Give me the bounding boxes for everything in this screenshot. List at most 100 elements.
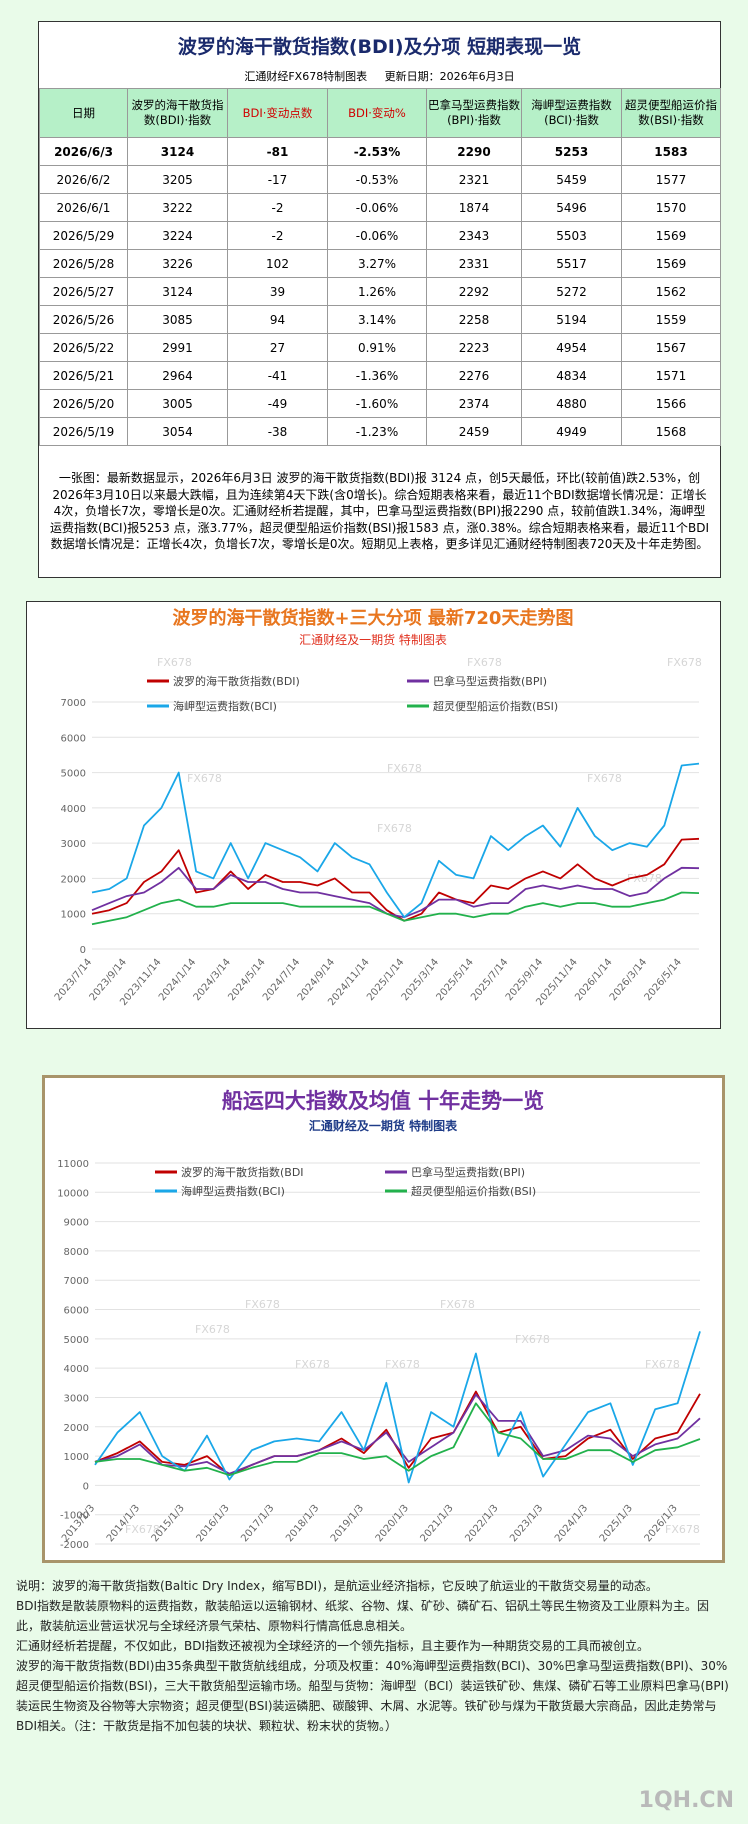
table-cell: -41 [227,361,328,390]
table-cell: 2026/6/3 [39,137,128,166]
y-tick-label: -1000 [60,1511,89,1522]
watermark: FX678 [440,1298,475,1311]
x-tick-label: 2023/1/3 [508,1503,545,1544]
y-tick-label: 10000 [57,1188,89,1199]
y-tick-label: -2000 [60,1540,89,1551]
table-cell: 1562 [621,277,721,306]
watermark: FX678 [295,1358,330,1371]
x-tick-label: 2025/1/3 [598,1503,635,1544]
x-tick-label: 2020/1/3 [374,1503,411,1544]
table-cell: -1.36% [327,361,427,390]
table-cell: 39 [227,277,328,306]
legend-label: 巴拿马型运费指数(BPI) [411,1165,525,1179]
table-row: 2026/6/2 3205 -17 -0.53% 2321 5459 1577 [39,165,721,194]
series-line [94,1393,701,1475]
watermark: FX678 [467,656,502,669]
table-cell: 4880 [521,389,622,418]
table-cell: 2026/5/20 [39,389,128,418]
table-cell: 1577 [621,165,721,194]
table-cell: 2292 [426,277,522,306]
table-cell: 94 [227,305,328,334]
table-row: 2026/5/20 3005 -49 -1.60% 2374 4880 1566 [39,389,721,418]
watermark: FX678 [377,822,412,835]
table-cell: 2258 [426,305,522,334]
table-cell: 3205 [127,165,228,194]
watermark: FX678 [387,762,422,775]
x-tick-label: 2019/1/3 [329,1503,366,1544]
table-cell: 1571 [621,361,721,390]
table-row: 2026/6/3 3124 -81 -2.53% 2290 5253 1583 [39,137,721,166]
table-row: 2026/6/1 3222 -2 -0.06% 1874 5496 1570 [39,193,721,222]
watermark: FX678 [667,656,702,669]
y-tick-label: 5000 [64,1335,89,1346]
table-cell: -2 [227,221,328,250]
table-cell: -1.60% [327,389,427,418]
table-cell: 1566 [621,389,721,418]
chart-subtitle: 汇通财经及一期货 特制图表 [309,1118,458,1133]
table-cell: 3054 [127,417,228,446]
y-tick-label: 2000 [61,874,86,885]
table-cell: -81 [227,137,328,166]
note-paragraph: BDI指数是散装原物料的运费指数，散装船运以运输钢材、纸浆、谷物、煤、矿砂、磷矿… [16,1599,710,1633]
watermark: FX678 [645,1358,680,1371]
column-header: BDI·变动点数 [227,88,328,138]
update-date: 更新日期：2026年6月3日 [384,70,515,83]
table-cell: 2026/5/28 [39,249,128,278]
table-cell: 1.26% [327,277,427,306]
table-cell: -2 [227,193,328,222]
watermark: FX678 [665,1523,700,1536]
table-cell: 1568 [621,417,721,446]
y-tick-label: 4000 [64,1364,89,1375]
table-cell: 4834 [521,361,622,390]
table-cell: 2343 [426,221,522,250]
y-tick-label: 7000 [64,1276,89,1287]
table-cell: 1583 [621,137,721,166]
series-line [94,1331,701,1484]
table-cell: -49 [227,389,328,418]
data-table: 日期 波罗的海干散货指数(BDI)·指数 BDI·变动点数 BDI·变动% 巴拿马型运费… [39,88,721,446]
table-cell: 3124 [127,137,228,166]
summary-text: 一张图：最新数据显示，2026年6月3日 波罗的海干散货指数(BDI)报 312… [49,471,710,551]
table-cell: -0.53% [327,165,427,194]
watermark: FX678 [385,1358,420,1371]
y-tick-label: 0 [80,945,86,956]
watermark: FX678 [627,872,662,885]
legend-label: 波罗的海干散货指数(BDI) [173,674,300,688]
table-cell: 5517 [521,249,622,278]
table-cell: 3226 [127,249,228,278]
table-cell: 3124 [127,277,228,306]
table-row: 2026/5/28 3226 102 3.27% 2331 5517 1569 [39,249,721,278]
table-cell: -0.06% [327,221,427,250]
watermark: FX678 [245,1298,280,1311]
y-tick-label: 11000 [57,1159,89,1170]
table-cell: -17 [227,165,328,194]
column-header: 超灵便型船运价指数(BSI)·指数 [621,88,721,138]
y-tick-label: 2000 [64,1423,89,1434]
y-tick-label: 7000 [61,698,86,709]
table-cell: 3005 [127,389,228,418]
table-cell: 2026/5/21 [39,361,128,390]
table-cell: 2331 [426,249,522,278]
series-line [91,762,700,919]
subtitle-row: 汇通财经FX678特制图表 更新日期：2026年6月3日 [39,68,720,84]
table-cell: 3.14% [327,305,427,334]
table-cell: 1569 [621,249,721,278]
table-cell: 0.91% [327,333,427,362]
y-tick-label: 5000 [61,769,86,780]
legend-label: 超灵便型船运价指数(BSI) [411,1184,536,1198]
chart-subtitle: 汇通财经及一期货 特制图表 [299,632,447,647]
y-tick-label: 4000 [61,804,86,815]
table-cell: 2276 [426,361,522,390]
chart-title: 船运四大指数及均值 十年走势一览 [222,1089,544,1113]
x-tick-label: 2021/1/3 [419,1503,456,1544]
note-paragraph: 波罗的海干散货指数(BDI)由35条典型干散货航线组成，分项及权重：40%海岬型… [16,1659,729,1733]
table-cell: 2321 [426,165,522,194]
table-cell: 3222 [127,193,228,222]
table-cell: -2.53% [327,137,427,166]
table-row: 2026/5/29 3224 -2 -0.06% 2343 5503 1569 [39,221,721,250]
table-cell: 2026/5/22 [39,333,128,362]
table-cell: 2026/5/19 [39,417,128,446]
column-header: 海岬型运费指数(BCI)·指数 [521,88,622,138]
table-cell: 3224 [127,221,228,250]
table-cell: 5272 [521,277,622,306]
